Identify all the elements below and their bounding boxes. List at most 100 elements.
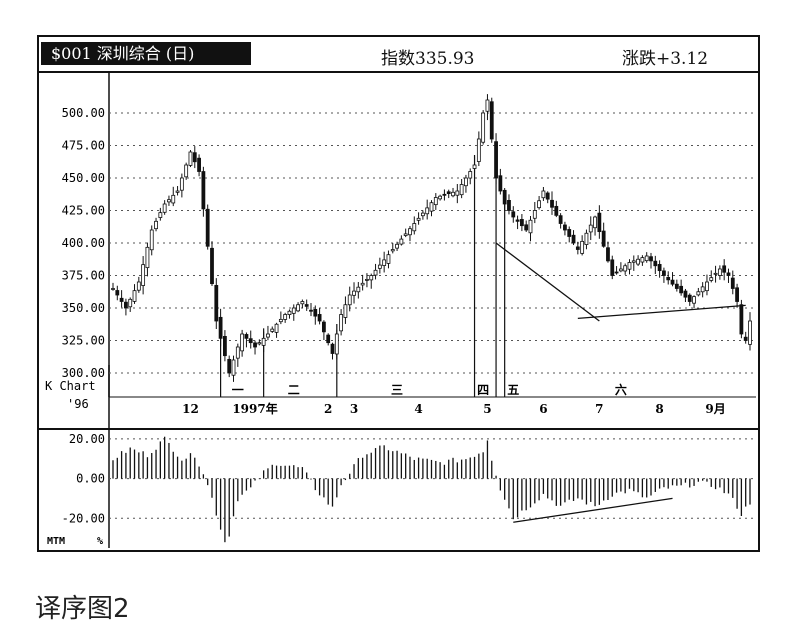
candle-body — [692, 296, 696, 304]
phase-label: 一 — [232, 383, 244, 397]
candle-body — [274, 323, 279, 333]
month-label: 8 — [655, 402, 663, 416]
candle-body — [304, 304, 309, 307]
price-tick-label: 450.00 — [62, 171, 105, 185]
candle-body — [670, 279, 675, 285]
candle-body — [558, 215, 563, 224]
candle-body — [287, 310, 292, 315]
price-tick-label: 350.00 — [62, 301, 105, 315]
candle-body — [386, 254, 391, 264]
candle-body — [489, 101, 494, 140]
month-label: 5 — [483, 402, 491, 416]
index-value: 指数335.93 — [381, 49, 475, 69]
candle-body — [399, 238, 404, 245]
candle-body — [735, 287, 739, 302]
candle-body — [537, 200, 542, 209]
candle-body — [321, 321, 326, 333]
candle-body — [502, 189, 507, 205]
candle-body — [485, 99, 490, 112]
phase-label: 四 — [477, 383, 489, 397]
candle-body — [136, 281, 141, 291]
candle-body — [575, 246, 580, 250]
candle-body — [713, 272, 718, 275]
candle-body — [149, 229, 154, 251]
candle-body — [248, 338, 253, 344]
phase-label: 三 — [391, 383, 403, 397]
candle-body — [309, 309, 313, 312]
candle-body — [244, 334, 249, 339]
month-label: 9月 — [705, 402, 725, 416]
candle-body — [700, 286, 705, 293]
candle-body — [459, 184, 464, 196]
candle-body — [257, 342, 262, 345]
mtm-unit: % — [97, 536, 103, 547]
candle-body — [278, 318, 283, 323]
candle-body — [442, 193, 447, 196]
mtm-bars — [112, 436, 751, 543]
price-tick-label: 475.00 — [62, 139, 105, 153]
candle-body — [356, 286, 361, 293]
candle-body — [111, 288, 115, 290]
candle-body — [124, 301, 128, 309]
candle-body — [631, 260, 636, 263]
candle-body — [132, 290, 137, 302]
candle-body — [584, 232, 589, 245]
candle-body — [188, 151, 193, 166]
candle-body — [300, 301, 305, 305]
candle-body — [141, 264, 146, 286]
month-label: 1997年 — [232, 401, 277, 416]
mtm-title: MTM — [47, 536, 65, 547]
candle-body — [291, 307, 296, 314]
candle-body — [261, 337, 266, 346]
stock-chart: 500.00475.00450.00425.00400.00375.00350.… — [39, 71, 758, 548]
change-value: 涨跌+3.12 — [622, 49, 709, 69]
price-tick-label: 500.00 — [62, 106, 105, 120]
candle-body — [214, 285, 219, 322]
candle-body — [296, 304, 300, 312]
candle-body — [171, 194, 176, 204]
price-tick-label: 300.00 — [62, 366, 105, 380]
candle-body — [687, 294, 692, 302]
candle-body — [653, 260, 658, 267]
candle-body — [210, 247, 214, 285]
candle-body — [197, 157, 201, 172]
candle-body — [167, 199, 171, 203]
candle-body — [588, 224, 593, 233]
candle-body — [567, 229, 572, 237]
candle-body — [416, 217, 421, 221]
candle-body — [128, 298, 133, 308]
candle-body — [218, 316, 223, 339]
candle-body — [748, 320, 752, 345]
price-tick-label: 425.00 — [62, 204, 105, 218]
candle-body — [283, 314, 288, 320]
candle-body — [640, 257, 645, 263]
candle-body — [532, 210, 537, 219]
candle-body — [360, 282, 365, 286]
candle-body — [330, 343, 335, 354]
figure-caption: 译序图2 — [35, 594, 130, 624]
candle-body — [352, 290, 356, 296]
candle-body — [227, 358, 232, 374]
candle-body — [563, 224, 567, 231]
candle-body — [679, 285, 684, 294]
candle-body — [696, 291, 701, 296]
time-labels: 12 1997年 2 3 4 5 6 7 8 9月 — [182, 401, 726, 416]
candle-body — [666, 277, 671, 281]
candle-body — [408, 228, 412, 236]
mtm-tick-label: 0.00 — [76, 472, 105, 486]
mtm-grid: 20.00 0.00 -20.00 — [62, 432, 756, 525]
candle-body — [524, 224, 529, 231]
mtm-tick-label: -20.00 — [62, 511, 105, 525]
candle-body — [636, 258, 640, 265]
candle-body — [468, 171, 473, 179]
candlesticks — [111, 94, 752, 382]
candle-body — [369, 275, 374, 281]
candle-body — [451, 191, 455, 197]
candle-body — [472, 164, 477, 169]
candle-body — [739, 304, 744, 335]
phase-label: 六 — [615, 382, 627, 397]
candle-body — [717, 268, 722, 276]
month-label: 2 — [324, 402, 332, 416]
month-label: 6 — [539, 402, 547, 416]
candle-body — [528, 219, 533, 234]
